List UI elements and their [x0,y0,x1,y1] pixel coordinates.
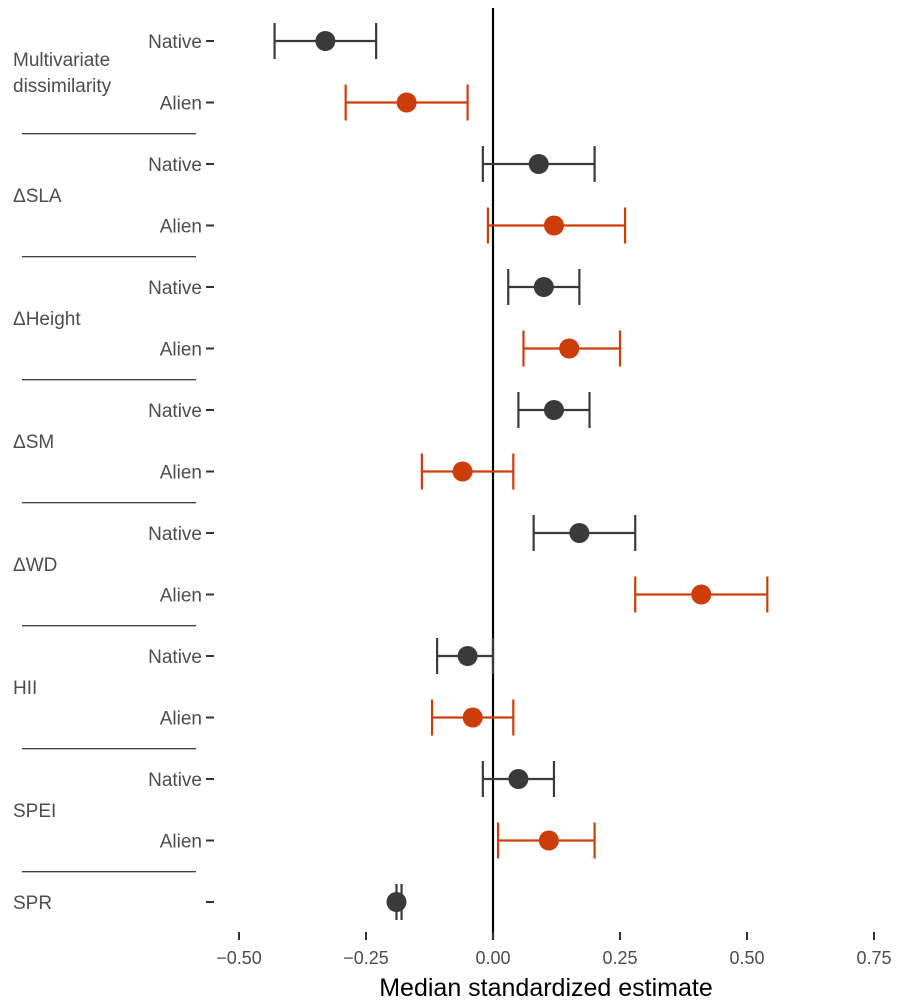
group-label: dissimilarity [13,76,112,97]
row-label-alien: Alien [160,709,202,730]
marks-layer [273,23,769,920]
estimate-native [507,269,581,305]
estimate-point [569,523,590,543]
estimate-point [691,584,712,605]
group-label: ΔWD [13,555,57,576]
row-label-native: Native [148,647,202,668]
estimate-point [538,830,559,851]
row-label-alien: Alien [160,832,202,853]
group-label: ΔSLA [13,186,62,207]
estimate-alien [634,576,769,613]
estimate-native [532,515,637,551]
estimate-alien [496,822,596,859]
group-label: HII [13,678,37,699]
estimate-point [543,215,564,236]
row-label-alien: Alien [160,217,202,238]
estimate-alien [344,84,469,121]
estimate-point [386,892,407,912]
row-label-native: Native [148,401,202,422]
estimate-native [517,392,591,428]
x-tick-label: −0.25 [343,948,389,968]
estimate-point [528,154,549,174]
estimate-point [457,646,478,666]
row-label-alien: Alien [160,94,202,115]
estimate-alien [420,453,515,490]
estimate-native [481,761,556,797]
row-label-alien: Alien [160,586,202,607]
x-tick-label: −0.50 [216,948,262,968]
estimate-point [543,400,564,420]
row-label-native: Native [148,155,202,176]
estimate-point [462,707,483,728]
estimate-point [315,31,336,51]
row-label-alien: Alien [160,463,202,484]
estimate-native [481,146,596,182]
group-labels-layer: Multivariate dissimilarity ΔSLA ΔHeight ΔSM Δ… [13,50,196,914]
estimate-native [273,23,378,59]
row-label-native: Native [148,32,202,53]
x-tick-label: 0.50 [729,948,764,968]
x-axis-label: Median standardized estimate [379,974,713,1002]
y-ticks-layer: Native Alien Native Alien Native Alien Native A… [148,32,214,903]
estimate-alien [430,699,515,736]
x-tick-label: 0.25 [602,948,637,968]
x-tick-label: 0.75 [856,948,891,968]
x-tick-label: 0.00 [475,948,510,968]
row-label-native: Native [148,524,202,545]
estimate-point [533,277,554,297]
row-label-alien: Alien [160,340,202,361]
group-label: ΔHeight [13,309,81,330]
estimate-point [508,769,529,789]
estimate-point [396,92,417,113]
estimate-alien [522,330,622,367]
estimate-native [436,638,495,674]
x-axis: −0.50 −0.25 0.00 0.25 0.50 0.75 [216,932,892,968]
group-label: SPR [13,893,52,914]
estimate-point [559,338,580,359]
group-label: ΔSM [13,432,54,453]
group-label: Multivariate [13,50,110,71]
group-label: SPEI [13,801,56,822]
row-label-native: Native [148,770,202,791]
estimate-alien [486,207,627,244]
row-label-native: Native [148,278,202,299]
estimate-point [452,461,473,482]
estimate-native [386,884,407,920]
